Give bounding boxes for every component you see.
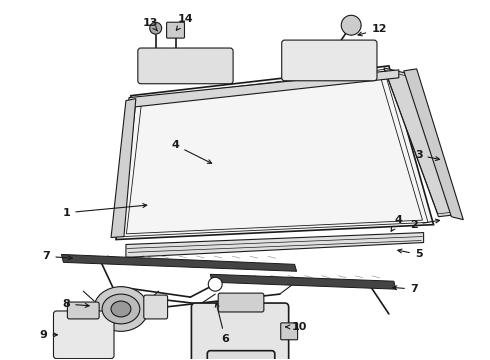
Text: 1: 1 <box>63 204 147 218</box>
Text: 4: 4 <box>172 140 212 163</box>
Polygon shape <box>129 70 399 108</box>
Text: 13: 13 <box>143 18 158 31</box>
FancyBboxPatch shape <box>207 351 275 360</box>
Text: 2: 2 <box>410 219 440 230</box>
Text: 10: 10 <box>286 322 307 332</box>
Text: 5: 5 <box>398 249 422 260</box>
FancyBboxPatch shape <box>281 323 297 340</box>
Text: 9: 9 <box>40 330 57 340</box>
Polygon shape <box>111 99 136 238</box>
FancyBboxPatch shape <box>192 303 289 360</box>
Text: 7: 7 <box>43 251 73 261</box>
Ellipse shape <box>102 294 140 324</box>
FancyBboxPatch shape <box>138 48 233 84</box>
Text: 11: 11 <box>0 359 1 360</box>
Polygon shape <box>116 66 434 239</box>
Text: 8: 8 <box>63 299 89 309</box>
FancyBboxPatch shape <box>53 311 114 359</box>
Circle shape <box>208 277 222 291</box>
Circle shape <box>341 15 361 35</box>
FancyBboxPatch shape <box>282 40 377 81</box>
Text: 14: 14 <box>176 14 193 30</box>
Ellipse shape <box>111 301 131 317</box>
FancyBboxPatch shape <box>167 22 184 38</box>
Polygon shape <box>384 68 455 217</box>
Text: 3: 3 <box>415 150 440 161</box>
FancyBboxPatch shape <box>144 295 168 319</box>
Text: 7: 7 <box>393 284 417 294</box>
Ellipse shape <box>94 287 148 331</box>
Polygon shape <box>404 69 464 220</box>
Text: 12: 12 <box>358 24 387 36</box>
Polygon shape <box>61 255 296 271</box>
Polygon shape <box>126 233 424 257</box>
FancyBboxPatch shape <box>68 302 99 319</box>
FancyBboxPatch shape <box>218 293 264 312</box>
Text: 6: 6 <box>215 303 229 344</box>
Text: 4: 4 <box>391 215 403 231</box>
Circle shape <box>150 22 162 34</box>
Polygon shape <box>210 274 396 289</box>
